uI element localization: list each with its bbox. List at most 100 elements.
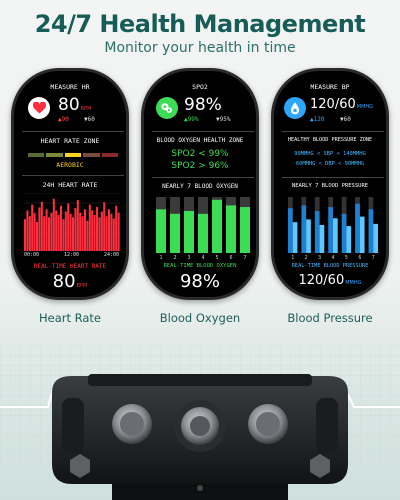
bp-max: ▲120 xyxy=(310,116,325,123)
hr-bar xyxy=(50,212,53,251)
hr-bar xyxy=(38,207,41,251)
bp-bar-systolic xyxy=(314,211,320,253)
hr-bar xyxy=(112,218,115,251)
bp-day-label: 5 xyxy=(345,255,348,261)
hr-time-2: 24:00 xyxy=(104,252,120,258)
hr-bar xyxy=(40,201,43,251)
bp-day-label: 3 xyxy=(318,255,321,261)
hr-bar xyxy=(64,211,67,251)
spo2-zone-heading: BLOOD OXYGEN HEALTH ZONE xyxy=(156,137,244,144)
hr-min: ▼60 xyxy=(84,116,95,123)
spo2-day-label: 2 xyxy=(173,255,176,261)
hr-bar xyxy=(43,216,46,251)
hr-bar xyxy=(33,213,36,251)
bp-bar-diastolic xyxy=(346,226,352,253)
bp-day-label: 4 xyxy=(331,255,334,261)
spo2-day-label: 4 xyxy=(201,255,204,261)
hr-value: 80BPM xyxy=(58,95,92,115)
spo2-day-label: 1 xyxy=(159,255,162,261)
blood-drop-icon xyxy=(284,97,306,119)
spo2-day-label: 5 xyxy=(215,255,218,261)
hr-realtime-value: 80BPM xyxy=(52,271,88,292)
bp-bar-diastolic xyxy=(292,222,298,253)
hr-bar xyxy=(100,211,103,251)
hr-bar xyxy=(45,209,48,251)
hr-bar xyxy=(31,204,34,251)
spo2-day-labels: 1 2 3 4 5 6 7 xyxy=(159,255,246,261)
hr-bar xyxy=(79,212,82,251)
caption-blood-pressure: Blood Pressure xyxy=(287,311,373,325)
spo2-realtime-value: 98% xyxy=(179,271,220,292)
bp-bar-systolic xyxy=(355,203,360,253)
bp-value: 120/60MMHG xyxy=(310,97,374,112)
heart-rate-screen: MEASURE HR 80BPM ▲90 ▼60 HEART RATE ZONE… xyxy=(11,68,129,300)
hr-realtime-label: REAL-TIME HEART RATE xyxy=(33,263,107,270)
hr-bar xyxy=(24,219,27,251)
spo2-zone-line2: SPO2 > 96% xyxy=(171,161,229,171)
hr-bar xyxy=(57,215,60,251)
hr-bar xyxy=(108,209,111,251)
heart-icon xyxy=(28,97,50,119)
bp-heading: MEASURE BP xyxy=(310,83,350,91)
hr-zone-heading: HEART RATE ZONE xyxy=(40,137,100,145)
hr-bar xyxy=(72,217,75,251)
spo2-chart xyxy=(156,197,250,253)
spo2-chart-heading: NEARLY 7 BLOOD OXYGEN xyxy=(162,183,238,190)
hr-bar xyxy=(105,216,108,251)
bp-day-label: 2 xyxy=(305,255,308,261)
hr-bar xyxy=(110,213,113,251)
hr-bar xyxy=(74,208,77,251)
bp-bar-systolic xyxy=(301,205,307,253)
hr-time-1: 12:00 xyxy=(64,252,80,258)
bp-zone-heading: HEALTHY BLOOD PRESSURE ZONE xyxy=(287,137,373,143)
bp-zone-line1: 90MMHG < SBP < 140MMHG xyxy=(294,151,366,157)
blood-oxygen-screen: SPO2 98% ▲99% ▼95% BLOOD OXYGEN HEALTH Z… xyxy=(141,68,259,300)
hr-bar xyxy=(69,213,72,251)
bp-zone-line2: 60MMHG < DBP < 90MMHG xyxy=(295,161,365,167)
spo2-bar xyxy=(212,199,222,253)
bp-bar-systolic xyxy=(368,209,374,253)
bp-chart xyxy=(288,197,378,253)
spo2-bar xyxy=(226,205,236,253)
hr-bar xyxy=(115,205,118,251)
bp-day-label: 6 xyxy=(358,255,361,261)
spo2-day-label: 3 xyxy=(187,255,190,261)
spo2-zone-line1: SPO2 < 99% xyxy=(171,149,229,159)
spo2-bar xyxy=(170,213,180,253)
bp-bar-diastolic xyxy=(373,223,378,253)
hr-bar xyxy=(96,206,99,251)
spo2-day-label: 6 xyxy=(229,255,232,261)
spo2-realtime-label: REAL-TIME BLOOD OXYGEN xyxy=(163,263,237,269)
page-title: 24/7 Health Management xyxy=(34,10,366,38)
hr-heading: MEASURE HR xyxy=(50,83,90,91)
spo2-min: ▼95% xyxy=(216,116,231,123)
hr-bar xyxy=(84,209,87,251)
bp-bar-diastolic xyxy=(306,219,311,253)
bp-chart-heading: NEARLY 7 BLOOD PRESSURE xyxy=(291,183,369,189)
spo2-bar xyxy=(184,211,194,253)
bp-day-label: 1 xyxy=(291,255,294,261)
hr-bar xyxy=(62,219,65,251)
bp-min: ▼60 xyxy=(340,116,351,123)
hr-chart xyxy=(24,193,120,251)
hr-bar xyxy=(81,216,84,251)
bp-day-labels: 1 2 3 4 5 6 7 xyxy=(291,255,375,261)
hr-bar xyxy=(86,220,89,251)
hr-bar xyxy=(98,217,101,251)
hr-bar xyxy=(103,202,106,251)
bp-bar-diastolic xyxy=(319,225,325,253)
spo2-value: 98% xyxy=(184,95,222,115)
bp-bar-systolic xyxy=(288,208,293,253)
bp-bar-diastolic xyxy=(359,216,365,253)
bp-bar-systolic xyxy=(341,213,347,253)
hr-bar xyxy=(52,198,55,251)
hr-max: ▲90 xyxy=(58,116,69,123)
hr-bar xyxy=(60,205,63,251)
caption-blood-oxygen: Blood Oxygen xyxy=(159,311,241,325)
watch-body xyxy=(52,374,348,500)
hr-bar xyxy=(91,210,94,251)
blood-pressure-screen: MEASURE BP 120/60MMHG ▲120 ▼60 HEALTHY B… xyxy=(271,68,389,300)
caption-heart-rate: Heart Rate xyxy=(38,311,102,325)
spo2-bar xyxy=(198,213,208,253)
hr-time-0: 00:00 xyxy=(24,252,40,258)
